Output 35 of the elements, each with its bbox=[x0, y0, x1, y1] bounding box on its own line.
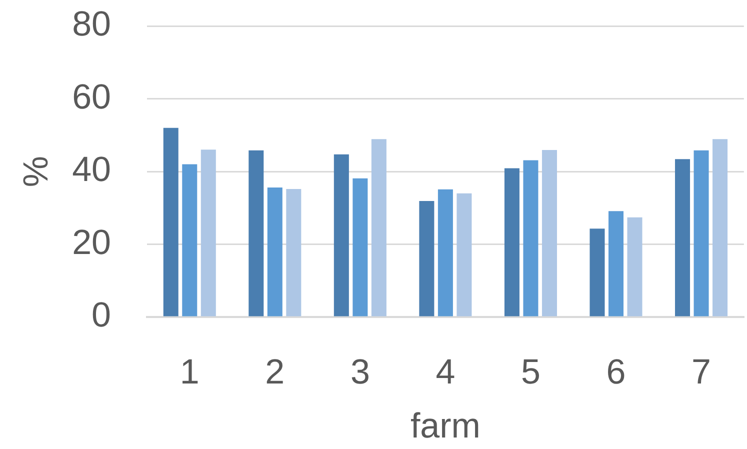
bar bbox=[590, 228, 605, 316]
x-tick-label: 1 bbox=[180, 352, 200, 392]
bar bbox=[712, 139, 728, 316]
bar bbox=[267, 188, 282, 316]
bar bbox=[163, 128, 178, 316]
y-tick-label: 60 bbox=[72, 77, 111, 116]
bar bbox=[286, 188, 302, 316]
x-tick-label: 3 bbox=[350, 352, 370, 392]
y-tick-label: 40 bbox=[72, 150, 111, 190]
y-tick-label: 20 bbox=[72, 222, 111, 262]
bar bbox=[334, 154, 349, 316]
x-tick-label: 2 bbox=[265, 352, 285, 392]
bar bbox=[542, 150, 557, 316]
bar bbox=[371, 139, 386, 316]
bar bbox=[523, 160, 538, 316]
bar bbox=[627, 217, 642, 316]
bar bbox=[352, 178, 368, 316]
x-tick-label: 6 bbox=[606, 352, 626, 392]
bar bbox=[438, 189, 453, 316]
x-tick-label: 5 bbox=[520, 352, 540, 392]
bar bbox=[456, 193, 472, 316]
bar bbox=[182, 164, 198, 316]
bar bbox=[675, 159, 690, 316]
bar bbox=[248, 150, 264, 316]
bar bbox=[608, 211, 624, 316]
bar bbox=[419, 200, 434, 316]
x-axis-title: farm bbox=[410, 406, 480, 446]
y-tick-label: 0 bbox=[92, 296, 111, 335]
bar bbox=[200, 150, 216, 316]
y-axis-title: % bbox=[16, 156, 56, 188]
x-tick-label: 7 bbox=[692, 352, 711, 392]
y-tick-label: 80 bbox=[72, 4, 111, 44]
x-tick-label: 4 bbox=[436, 352, 456, 392]
bar bbox=[504, 168, 520, 316]
bar bbox=[694, 150, 709, 316]
